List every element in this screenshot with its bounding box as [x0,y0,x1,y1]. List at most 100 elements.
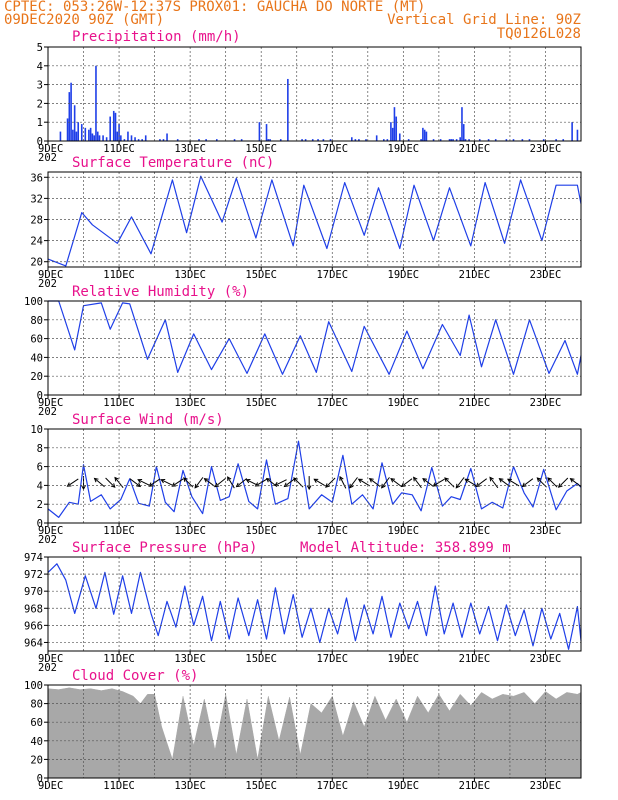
precipitation-bar [375,135,378,141]
surface-temperature-frame [47,171,582,268]
x-year-label: 202 [38,406,57,418]
wind-arrow [284,478,296,487]
precipitation-bar [329,139,332,141]
x-tick-label: 23DEC [530,269,562,281]
x-tick-label: 19DEC [388,525,420,537]
wind-arrow-head [171,482,177,487]
precipitation-bar [66,118,69,141]
surface-wind-title: Surface Wind (m/s) [72,412,224,428]
precipitation-bar [487,139,490,141]
precipitation-bar [72,129,74,141]
x-tick-label: 15DEC [245,397,277,409]
wind-arrow-head [339,475,344,481]
y-tick-label: 0 [37,136,43,148]
y-tick-label: 0 [37,773,43,785]
wind-arrow [274,479,287,486]
y-tick-label: 0 [37,518,43,530]
wind-arrow-head [245,479,251,484]
wind-arrow [160,479,174,486]
x-tick-label: 21DEC [459,780,491,792]
wind-arrow-head [203,478,209,483]
precipitation-bar [114,112,117,141]
precipitation-bar [116,131,119,141]
y-tick-label: 40 [30,736,43,748]
y-tick-label: 28 [30,215,43,227]
precipitation-bar [528,139,531,141]
wind-arrow-head [390,478,396,483]
wind-arrow [183,477,194,488]
wind-arrow [227,476,235,489]
precipitation-bar [301,139,303,141]
precipitation-bar [393,107,396,141]
wind-arrow [489,477,499,489]
precipitation-bar [354,139,357,141]
cloud-cover-area [47,687,582,779]
precipitation-bar [159,139,161,141]
precipitation-bar [267,139,270,141]
x-tick-label: 13DEC [174,269,206,281]
wind-arrow-head [489,476,494,482]
cloud-cover-panel: 0 20 40 60 80 100 9DEC 11DEC 13DEC 15DEC 17DEC 19DE… [24,668,582,792]
wind-arrow [129,478,141,487]
y-tick-label: 80 [30,699,43,711]
wind-arrow [325,477,336,488]
wind-arrow-head [93,477,99,483]
surface-pressure-panel: 964 966 968 970 972 974 9DEC 11DEC 13DEC 15DEC 17D… [24,540,582,674]
wind-arrow-head [114,476,119,482]
surface-temperature-panel: 20 24 28 32 36 9DEC 11DEC 13DEC 15DEC 17DEC 19DEC 2… [30,155,582,290]
precipitation-bar [422,127,424,141]
wind-arrow [413,477,422,489]
precipitation-bar [468,139,470,141]
wind-arrow-head [235,482,241,488]
precipitation-bar [395,116,398,141]
x-year-label: 202 [38,662,57,674]
header-model: TQ0126L028 [497,26,581,42]
precipitation-bar [382,139,385,141]
x-tick-label: 13DEC [174,525,206,537]
wind-arrow-head [160,479,166,484]
wind-arrow [476,478,488,487]
wind-arrow-head [306,485,312,491]
wind-arrow [137,479,150,486]
y-tick-label: 20 [30,257,43,269]
precipitation-bar [162,139,165,141]
precipitation-bar [462,124,465,141]
precipitation-bar [144,135,147,141]
wind-arrow-head [368,478,374,483]
wind-arrow-head [569,478,575,483]
precipitation-bar [233,139,236,141]
wind-arrow [570,478,582,487]
x-tick-label: 21DEC [459,269,491,281]
x-tick-label: 15DEC [245,143,277,155]
surface-wind-line [47,440,582,518]
y-tick-label: 2 [37,499,43,511]
header-station: CPTEC: 053:26W-12:37S PROX01: GAUCHA DO … [4,0,425,15]
precipitation-bar [461,107,463,141]
precipitation-bar [432,139,435,141]
precipitation-bar [391,127,394,141]
x-tick-label: 9DEC [38,269,63,281]
precipitation-bar [80,124,83,141]
wind-arrow-head [422,478,428,483]
x-tick-label: 13DEC [174,143,206,155]
precipitation-bar [112,110,115,141]
precipitation-bar [322,139,325,141]
precipitation-bar [425,131,428,141]
wind-arrow [547,477,558,488]
y-tick-label: 6 [37,462,43,474]
surface-pressure-title: Surface Pressure (hPa) [72,540,257,556]
precipitation-bar [166,133,168,141]
precipitation-bar [494,139,497,141]
y-tick-label: 20 [30,754,43,766]
precipitation-bar [95,65,97,141]
wind-arrow [381,477,390,489]
x-tick-label: 9DEC [38,653,63,665]
precipitation-bar [93,135,95,141]
precipitation-bar [542,139,545,141]
x-tick-label: 11DEC [103,525,135,537]
relative-humidity-title: Relative Humidity (%) [72,284,249,300]
x-year-label: 202 [38,534,57,546]
x-tick-label: 19DEC [388,397,420,409]
surface-wind-frame [47,428,582,524]
